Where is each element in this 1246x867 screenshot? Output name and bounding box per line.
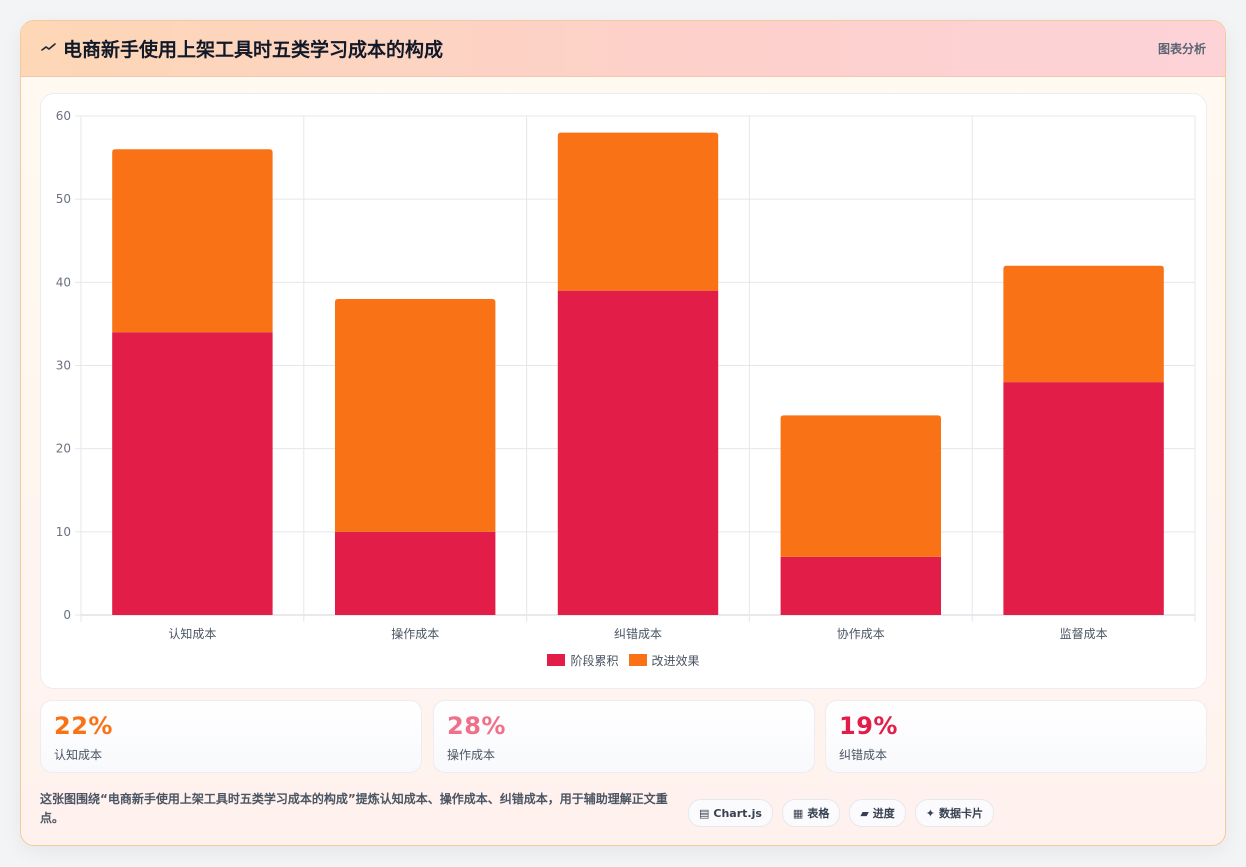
x-tick-label: 协作成本 — [837, 626, 885, 641]
stat-label: 操作成本 — [447, 748, 496, 762]
stat-value: 22% — [54, 712, 113, 740]
stat-card-3: 19% 纠错成本 — [825, 700, 1207, 773]
bar-segment — [112, 332, 273, 615]
y-tick-label: 0 — [63, 608, 71, 622]
pill-table[interactable]: ▦ 表格 — [781, 799, 841, 827]
stat-card-1: 22% 认知成本 — [40, 700, 422, 773]
chart-icon: ▤ — [699, 806, 710, 820]
pill-chartjs[interactable]: ▤ Chart.js — [688, 799, 773, 827]
bar-segment — [1003, 382, 1164, 615]
bar-segment — [557, 290, 719, 615]
y-tick-label: 40 — [56, 275, 71, 289]
y-tick-label: 20 — [56, 442, 71, 456]
card-header: 电商新手使用上架工具时五类学习成本的构成 图表分析 — [21, 21, 1225, 77]
sparkle-icon: ✦ — [925, 806, 936, 820]
bar-segment — [780, 415, 942, 557]
stat-value: 19% — [839, 712, 898, 740]
y-tick-label: 30 — [56, 359, 71, 373]
y-tick-label: 10 — [56, 525, 71, 539]
bar-segment — [780, 556, 942, 615]
chart-legend: 阶段累积 改进效果 — [41, 651, 1206, 669]
bar-segment — [334, 531, 496, 615]
pill-label: Chart.js — [713, 806, 762, 820]
pill-data-card[interactable]: ✦ 数据卡片 — [914, 799, 995, 827]
bar-segment — [112, 149, 273, 333]
bar-segment — [1003, 265, 1164, 383]
stacked-bar-chart: 0 10 20 30 40 50 60 认知成本 操作成本 纠错成本 协作成本 监督成本 — [56, 109, 1196, 641]
header-tag[interactable]: 图表分析 — [1157, 42, 1206, 56]
stat-label: 纠错成本 — [839, 748, 888, 762]
tag-pills: ▤ Chart.js ▦ 表格 ▰ 进度 ✦ 数据卡片 — [688, 799, 995, 827]
legend-swatch — [547, 654, 566, 666]
pill-label: 表格 — [807, 807, 830, 820]
legend-item[interactable]: 阶段累积 — [547, 652, 619, 669]
legend-item[interactable]: 改进效果 — [628, 652, 700, 669]
chart-panel: 0 10 20 30 40 50 60 认知成本 操作成本 纠错成本 协作成本 监督成本 阶段累积 改进… — [40, 93, 1207, 689]
legend-swatch — [628, 654, 647, 666]
pill-label: 数据卡片 — [939, 807, 984, 820]
stat-card-2: 28% 操作成本 — [433, 700, 815, 773]
chart-wave-icon — [41, 43, 56, 51]
pill-progress[interactable]: ▰ 进度 — [849, 799, 906, 827]
progress-icon: ▰ — [860, 806, 869, 820]
chart-description: 这张图围绕“电商新手使用上架工具时五类学习成本的构成”提炼认知成本、操作成本、纠… — [40, 792, 668, 825]
stat-value: 28% — [447, 712, 506, 740]
x-tick-label: 纠错成本 — [614, 627, 662, 641]
stat-label: 认知成本 — [54, 748, 103, 762]
legend-label: 改进效果 — [651, 653, 700, 668]
table-icon: ▦ — [792, 806, 804, 820]
bar-segment — [334, 298, 496, 532]
y-tick-label: 50 — [56, 192, 71, 206]
y-tick-label: 60 — [56, 109, 71, 123]
chart-card: 电商新手使用上架工具时五类学习成本的构成 图表分析 0 10 20 30 40 50 60 认… — [20, 20, 1226, 846]
pill-label: 进度 — [872, 807, 895, 820]
x-tick-label: 认知成本 — [168, 627, 216, 641]
bar-segment — [557, 132, 719, 291]
x-tick-label: 操作成本 — [391, 626, 439, 641]
x-tick-label: 监督成本 — [1060, 626, 1108, 641]
legend-label: 阶段累积 — [570, 653, 619, 668]
page-title: 电商新手使用上架工具时五类学习成本的构成 — [63, 39, 444, 61]
